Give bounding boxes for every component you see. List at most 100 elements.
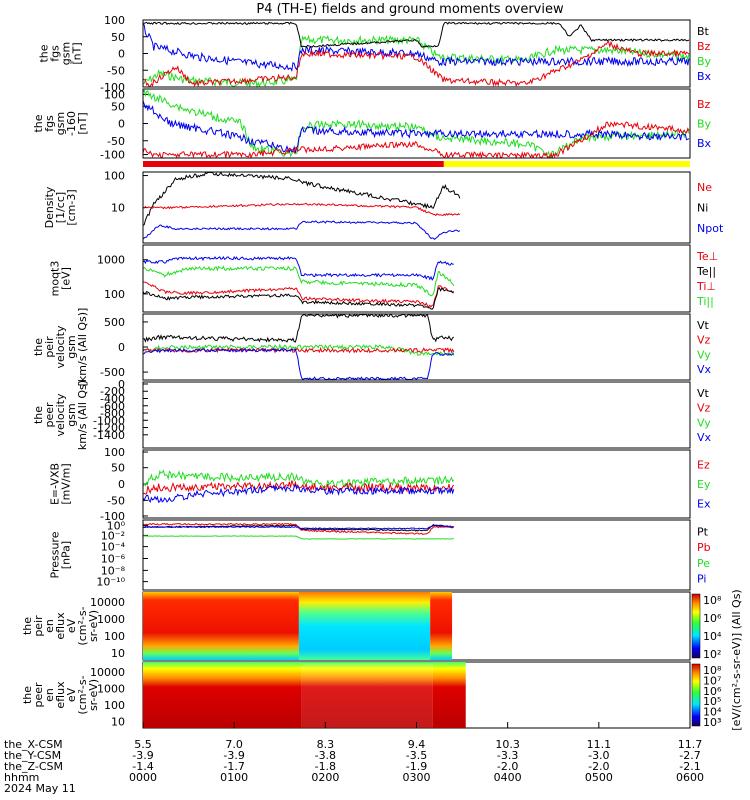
y-tick-label: 10 — [111, 715, 125, 728]
series-By — [142, 34, 690, 89]
y-tick-label: 10000 — [90, 596, 125, 609]
y-tick-label: 1000 — [97, 254, 125, 267]
y-axis-title-line: [mV/m] — [60, 463, 73, 504]
trace-group — [142, 21, 690, 89]
trace-group — [142, 88, 690, 160]
legend-entry: Vy — [697, 416, 711, 429]
y-axis-title-line: en — [43, 619, 56, 633]
y-tick-label: 0 — [118, 118, 125, 131]
legend-entry: Npot — [697, 222, 724, 235]
x-tick-label: 0100 — [220, 771, 248, 784]
panel-9: thepeirenefluxeV(cm²-s-sr-eV)10000 1000 10… — [21, 593, 722, 661]
x-row-label: hhmm — [4, 771, 39, 784]
y-tick-label: 100 — [104, 89, 125, 102]
series-Vt — [142, 313, 455, 343]
y-axis-title-line: the — [21, 617, 34, 635]
legend-entry: Pe — [697, 557, 710, 570]
legend-entry: Bx — [697, 137, 712, 150]
y-tick-label: 10⁻² — [101, 529, 125, 542]
x-row-label: the_Y-CSM — [4, 749, 61, 762]
legend-entry: Bz — [697, 98, 711, 111]
y-axis-title-line: eflux — [54, 681, 67, 709]
y-tick-label: 10000 — [90, 666, 125, 679]
series-Pb — [142, 522, 455, 535]
x-tick-label: 8.3 — [317, 738, 335, 751]
series-Vy — [142, 343, 455, 357]
x-tick-label: 9.4 — [408, 738, 426, 751]
colorbar — [691, 593, 701, 659]
colorbar-tick-label: 10⁴ — [703, 630, 722, 643]
y-tick-label: -100 — [100, 510, 125, 523]
y-axis-title-line: Density — [43, 186, 56, 228]
panel-frame — [142, 313, 691, 381]
legend-entry: Pt — [697, 526, 709, 539]
y-axis-title-line: fgs — [43, 115, 56, 132]
y-tick-label: -50 — [107, 135, 125, 148]
y-tick-label: 100 — [104, 699, 125, 712]
x-tick-label: 10.3 — [495, 738, 520, 751]
y-tick-label: 50 — [111, 100, 125, 113]
panel-6: thepeervelocitygsmkm/s (All Qs) 0-200-400… — [32, 378, 712, 450]
panel-frame — [142, 244, 691, 313]
ion-spectrogram-block-3 — [430, 592, 453, 660]
y-tick-label: 10⁻⁶ — [101, 553, 126, 566]
trace-group — [142, 313, 455, 381]
legend-entry: Vt — [697, 319, 710, 332]
panel-frame — [142, 449, 691, 519]
colorbar-tick-label: 10⁴ — [703, 706, 722, 719]
y-axis-title-line: gsm — [65, 335, 78, 358]
panel-5: thepeirvelocitygsm[km/s (All Qs)] 500 0 -50… — [32, 308, 712, 387]
panel-frame — [142, 19, 691, 88]
x-date-label: 2024 May 11 — [4, 782, 76, 795]
legend-entry: Bz — [697, 40, 711, 53]
series-Npot — [142, 220, 461, 240]
y-axis-title-line: peer — [43, 402, 56, 428]
x-tick-label: 0200 — [311, 771, 339, 784]
y-tick-label: 10⁻⁴ — [101, 541, 126, 554]
y-axis-title-line: [eV] — [60, 267, 73, 290]
y-axis-title-line: sr-eV) — [87, 679, 100, 711]
x-tick-label: 0000 — [129, 771, 157, 784]
trace-group — [142, 255, 455, 310]
panel-3: Density[1/cc][cm-3] 100 10 Ne Ni Npot — [43, 170, 724, 235]
y-axis-title-line: [nPa] — [60, 541, 73, 569]
y-axis-title-line: [cm-3] — [65, 189, 78, 225]
trace-group — [142, 171, 461, 240]
legend-entry: Ti⊥ — [696, 280, 716, 293]
series-Ti-par — [142, 265, 455, 297]
y-axis-title-line: eV — [65, 618, 78, 633]
colorbar-tick-label: 10⁵ — [703, 695, 721, 708]
y-tick-label: 0 — [118, 478, 125, 491]
x-tick-label: -2.7 — [679, 749, 700, 762]
y-tick-label: 50 — [111, 31, 125, 44]
y-axis-title-line: peir — [43, 336, 56, 358]
series-Vx — [142, 347, 454, 381]
x-tick-label: -2.0 — [588, 760, 609, 773]
legend-entry: Bt — [697, 25, 710, 38]
y-tick-label: -500 — [100, 366, 125, 379]
y-axis-title-line: gsm — [65, 403, 78, 426]
series-Bz-detrended — [142, 121, 690, 160]
panel-10: thepeerenefluxeV(cm²-s-sr-eV)10000 1000 10… — [21, 663, 722, 729]
y-axis-title-line: the — [32, 114, 45, 132]
y-axis-title: Pressure[nPa] — [49, 531, 73, 578]
y-tick-label: 1000 — [97, 613, 125, 626]
series-Ex — [142, 483, 455, 504]
y-axis-title-line: E=-VXB — [49, 463, 62, 505]
legend-entry: By — [697, 118, 712, 131]
series-Bx — [142, 23, 690, 72]
y-axis-title-line: the — [38, 44, 51, 62]
y-axis-title-line: [nT] — [71, 42, 84, 64]
panel-frame — [142, 171, 691, 244]
series-Pe — [142, 535, 454, 540]
colorbar-tick-label: 10³ — [703, 716, 721, 729]
trace-group — [142, 522, 455, 540]
y-axis-title-line: peer — [32, 682, 45, 708]
y-tick-label: 100 — [104, 170, 125, 183]
y-axis-title: thepeervelocitygsmkm/s (All Qs) — [32, 380, 89, 450]
y-tick-label: 10 — [111, 202, 125, 215]
y-axis-title: thefgsgsm[nT] — [38, 42, 84, 65]
x-tick-label: 11.1 — [587, 738, 612, 751]
series-Pi — [142, 524, 454, 530]
y-axis-title-line: fgs — [49, 45, 62, 62]
